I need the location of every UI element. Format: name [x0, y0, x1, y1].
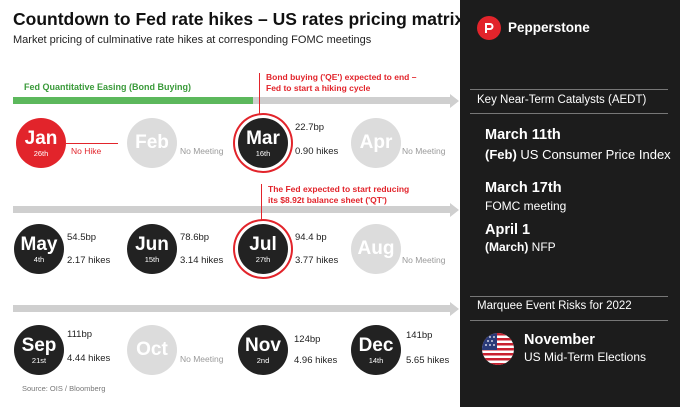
month-dec: Dec 14th [351, 325, 401, 375]
month-jan: Jan 26th [16, 118, 66, 168]
feb-note: No Meeting [180, 146, 224, 156]
brand-name: Pepperstone [508, 20, 590, 35]
catalyst-panel: Pepperstone Key Near-Term Catalysts (AED… [460, 0, 680, 407]
qe-label: Fed Quantitative Easing (Bond Buying) [24, 82, 192, 92]
jul-bp: 94.4 bp [295, 232, 327, 243]
jun-bp: 78.6bp [180, 232, 210, 243]
month-apr: Apr [351, 118, 401, 168]
may-bp: 54.5bp [67, 232, 97, 243]
apr-note: No Meeting [402, 146, 446, 156]
month-mar: Mar 16th [238, 118, 288, 168]
mar-hikes: 0.90 hikes [295, 146, 339, 157]
qe-bar [13, 97, 253, 104]
catalysts-heading: Key Near-Term Catalysts (AEDT) [477, 94, 647, 106]
month-jun: Jun 15th [127, 224, 177, 274]
matrix-panel: Countdown to Fed rate hikes – US rates p… [13, 9, 465, 393]
dec-hikes: 5.65 hikes [406, 355, 450, 366]
catalyst-desc-1: (Feb) US Consumer Price Index [485, 147, 671, 162]
divider-risks-top [470, 296, 668, 297]
source-note: Source: OIS / Bloomberg [22, 384, 106, 393]
month-oct: Oct [127, 325, 177, 375]
may-hikes: 2.17 hikes [67, 255, 111, 266]
chart-subtitle: Market pricing of culminative rate hikes… [13, 34, 372, 46]
divider-catalysts [470, 113, 668, 114]
timeline-bar-row3 [13, 301, 459, 316]
month-jul: Jul 27th [238, 224, 288, 274]
month-sep: Sep 21st [14, 325, 64, 375]
timeline-bar-row2 [13, 202, 459, 217]
qe-end-marker [259, 73, 260, 123]
month-feb: Feb [127, 118, 177, 168]
jun-hikes: 3.14 hikes [180, 255, 224, 266]
catalyst-desc-3: (March) NFP [485, 240, 556, 254]
oct-note: No Meeting [180, 354, 224, 364]
nov-hikes: 4.96 hikes [294, 355, 338, 366]
qt-annotation: The Fed expected to start reducing its $8… [268, 184, 410, 205]
qt-start-marker [261, 184, 262, 224]
sep-bp: 111bp [67, 329, 93, 340]
catalyst-date-2: March 17th [485, 180, 562, 196]
mar-bp: 22.7bp [295, 122, 325, 133]
us-flag-icon [482, 333, 514, 365]
dec-bp: 141bp [406, 330, 433, 341]
sep-hikes: 4.44 hikes [67, 353, 111, 364]
catalyst-desc-2: FOMC meeting [485, 199, 567, 213]
nov-bp: 124bp [294, 334, 321, 345]
risks-heading: Marquee Event Risks for 2022 [477, 300, 632, 312]
divider-risks [470, 320, 668, 321]
jan-note: No Hike [71, 146, 102, 156]
risk-date: November [524, 332, 595, 348]
divider-top [470, 89, 668, 90]
month-may: May 4th [14, 224, 64, 274]
qe-annotation: Bond buying ('QE') expected to end – Fed … [266, 72, 417, 93]
risk-desc: US Mid-Term Elections [524, 350, 647, 364]
month-aug: Aug [351, 224, 401, 274]
pepperstone-logo-icon [477, 16, 501, 40]
jan-connector [66, 143, 118, 144]
jul-hikes: 3.77 hikes [295, 255, 339, 266]
aug-note: No Meeting [402, 255, 446, 265]
catalyst-date-3: April 1 [485, 222, 531, 238]
month-nov: Nov 2nd [238, 325, 288, 375]
chart-title: Countdown to Fed rate hikes – US rates p… [13, 9, 465, 29]
catalyst-date-1: March 11th [485, 127, 561, 143]
